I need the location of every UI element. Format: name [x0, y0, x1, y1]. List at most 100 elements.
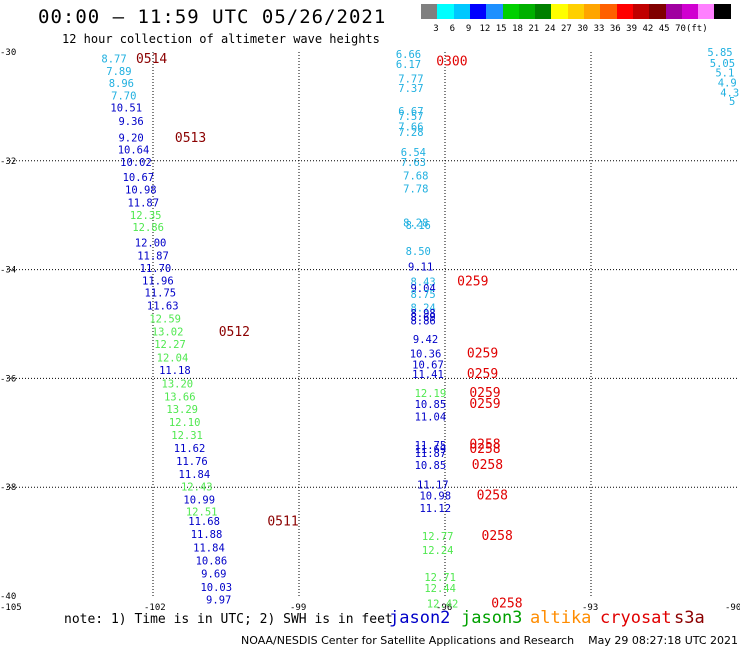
scale-swatch [665, 4, 683, 19]
wave-height-label: 10.98 [419, 490, 451, 502]
time-label: 0259 [469, 397, 500, 412]
wave-height-label: 11.88 [191, 529, 223, 541]
time-label: 0300 [436, 55, 467, 70]
lon-tick-label: -90 [725, 603, 740, 613]
wave-height-label: 12.42 [427, 599, 459, 611]
wave-height-label: 10.67 [123, 172, 155, 184]
scale-label: 70 [675, 24, 686, 34]
scale-swatch [681, 4, 699, 19]
wave-height-label: 11.04 [415, 411, 447, 423]
wave-height-label: 11.63 [147, 301, 179, 313]
wave-height-label: 13.20 [162, 378, 194, 390]
time-label: 0511 [267, 514, 298, 529]
scale-label: 42 [642, 24, 654, 34]
wave-height-label: 4.3 [720, 87, 739, 99]
wave-height-label: 4.9 [718, 77, 737, 89]
wave-height-label: 7.78 [403, 184, 428, 196]
wave-height-label: 7.68 [403, 170, 428, 182]
lon-tick-label: -99 [290, 603, 306, 613]
scale-label: 33 [593, 24, 605, 34]
time-label: 0258 [482, 529, 513, 544]
scale-label: 18 [512, 24, 523, 34]
wave-height-label: 8.77 [101, 54, 126, 66]
wave-height-label: 6.54 [401, 147, 426, 159]
wave-height-label: 7.57 [398, 111, 423, 123]
scale-label: (ft) [685, 24, 708, 34]
wave-height-label: 10.51 [110, 102, 142, 114]
wave-height-label: 7.70 [111, 91, 136, 103]
wave-height-label: 12.59 [149, 314, 181, 326]
wave-height-label: 11.75 [144, 287, 176, 299]
wave-height-label: 12.00 [135, 237, 167, 249]
scale-swatch [632, 4, 650, 19]
scale-swatch [649, 4, 667, 19]
wave-height-label: 9.36 [118, 116, 143, 128]
wave-height-label: 8.50 [406, 246, 431, 258]
lat-tick-label: -36 [0, 374, 16, 384]
footer-credit: NOAA/NESDIS Center for Satellite Applica… [241, 634, 739, 647]
time-label: 0512 [219, 325, 250, 340]
scale-label: 21 [528, 24, 540, 34]
scale-swatch [453, 4, 471, 19]
wave-height-label: 8.86 [410, 316, 435, 328]
wave-height-label: 12.31 [171, 430, 203, 442]
time-label: 0259 [467, 346, 498, 361]
lat-tick-label: -40 [0, 592, 16, 602]
scale-label: 27 [560, 24, 572, 34]
wave-height-label: 11.18 [159, 365, 191, 377]
scale-swatch [535, 4, 553, 19]
scale-swatch [437, 4, 455, 19]
scale-label: 45 [658, 24, 670, 34]
wave-height-label: 13.29 [166, 404, 198, 416]
wave-height-label: 9.42 [413, 334, 438, 346]
wave-height-label: 9.69 [201, 569, 226, 581]
wave-height-label: 11.70 [140, 263, 172, 275]
lon-tick-label: -93 [582, 603, 598, 613]
wave-height-label: 5.05 [710, 58, 735, 70]
wave-height-label: 11.75 [415, 440, 447, 452]
wave-height-label: 10.85 [415, 399, 447, 411]
wave-height-label: 11.84 [179, 469, 211, 481]
wave-height-label: 8.98 [410, 308, 435, 320]
time-label: 0258 [469, 438, 500, 453]
lon-tick-label: -102 [144, 603, 166, 613]
time-label: 0259 [467, 367, 498, 382]
lon-tick-label: -96 [436, 603, 452, 613]
time-label: 0259 [469, 386, 500, 401]
legend-jason3: jason3 [461, 608, 523, 628]
scale-swatch [567, 4, 585, 19]
wave-height-label: 12.51 [186, 507, 218, 519]
scale-label: 36 [609, 24, 621, 34]
wave-height-label: 7.28 [398, 127, 423, 139]
wave-height-label: 7.63 [401, 157, 426, 169]
wave-height-label: 10.67 [412, 359, 444, 371]
wave-height-label: 11.96 [142, 275, 174, 287]
lat-tick-label: -34 [0, 266, 16, 276]
wave-height-label: 5.85 [707, 47, 732, 59]
time-label: 0259 [457, 274, 488, 289]
wave-height-label: 10.98 [125, 185, 157, 197]
wave-height-label: 11.87 [127, 198, 159, 210]
wave-height-label: 8.28 [403, 217, 428, 229]
wave-height-label: 5 [729, 96, 735, 108]
scale-label: 12 [479, 24, 491, 34]
page-title: 00:00 – 11:59 UTC 05/26/2021 [38, 6, 387, 28]
wave-height-label: 11.62 [174, 443, 206, 455]
wave-height-label: 10.99 [183, 495, 215, 507]
lat-tick-label: -32 [0, 157, 16, 167]
wave-height-label: 9.11 [408, 261, 433, 273]
time-label: 0258 [472, 458, 503, 473]
page-subtitle: 12 hour collection of altimeter wave hei… [62, 32, 380, 46]
wave-height-label: 9.20 [118, 132, 143, 144]
legend-jason2: jason2 [389, 608, 451, 628]
time-label: 0258 [469, 442, 500, 457]
scale-swatch [714, 4, 732, 19]
lon-tick-label: -105 [0, 603, 22, 613]
note-text: note: 1) Time is in UTC; 2) SWH is in fe… [64, 612, 393, 627]
wave-height-label: 12.35 [130, 210, 162, 222]
scale-swatch [421, 4, 438, 19]
wave-height-label: 13.66 [164, 391, 196, 403]
wave-height-label: 12.71 [424, 572, 456, 584]
scale-swatch [518, 4, 536, 19]
wave-height-label: 11.84 [193, 543, 225, 555]
